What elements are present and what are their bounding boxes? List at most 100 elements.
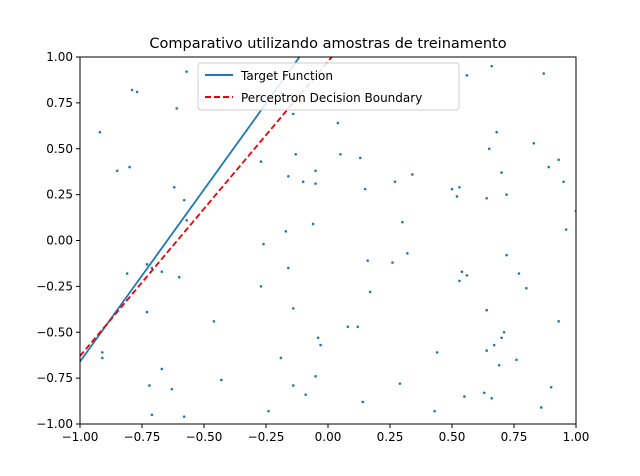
data-point (505, 193, 508, 196)
data-point (101, 351, 104, 354)
data-point (502, 330, 506, 334)
data-point (314, 374, 317, 378)
data-point (259, 285, 263, 288)
legend-label-perceptron: Perceptron Decision Boundary (241, 91, 422, 105)
data-point (490, 397, 493, 400)
y-tick-label: −1.00 (36, 417, 73, 431)
data-point (339, 152, 342, 156)
data-point (101, 356, 104, 360)
x-tick-label: −0.25 (248, 430, 285, 444)
data-point (433, 409, 436, 413)
data-point (564, 228, 568, 231)
data-point (177, 275, 181, 279)
data-point (532, 141, 536, 145)
data-point (145, 310, 149, 314)
data-point (284, 230, 288, 233)
x-axis-ticks: −1.00 −0.75 −0.50 −0.25 0.00 0.25 0.50 0.75 1.00 (62, 424, 590, 444)
data-point (557, 319, 560, 323)
data-point (287, 174, 290, 178)
data-point (485, 349, 489, 352)
y-tick-label: −0.75 (36, 371, 73, 385)
data-point (185, 219, 188, 222)
data-point (115, 169, 119, 173)
data-point (515, 358, 518, 362)
data-point (291, 112, 295, 116)
legend-label-target: Target Function (240, 69, 333, 83)
data-point (500, 171, 503, 174)
data-point (401, 220, 404, 224)
legend: Target Function Perceptron Decision Boun… (197, 62, 460, 111)
data-point (319, 343, 322, 347)
data-point (482, 391, 486, 395)
data-point (398, 382, 402, 385)
data-point (160, 367, 164, 371)
x-tick-label: −0.50 (186, 430, 223, 444)
data-point (366, 259, 369, 262)
legend-box (197, 62, 460, 111)
data-point (435, 351, 439, 354)
data-point (525, 286, 528, 290)
data-point (406, 252, 409, 255)
data-point (311, 222, 315, 226)
data-point (411, 173, 414, 176)
data-point (393, 180, 397, 184)
data-point (517, 272, 521, 275)
data-point (460, 270, 464, 273)
data-point (465, 74, 469, 77)
scatter-points (98, 64, 576, 418)
data-point (361, 400, 365, 404)
data-point (182, 415, 186, 418)
data-point (336, 121, 340, 125)
data-point (185, 70, 188, 73)
data-point (291, 384, 295, 387)
data-point (301, 180, 305, 184)
data-point (485, 308, 489, 312)
data-point (356, 325, 360, 329)
data-point (316, 336, 320, 340)
data-point (304, 393, 307, 396)
data-point (220, 378, 223, 382)
y-tick-label: 0.00 (46, 234, 73, 248)
data-point (458, 279, 461, 283)
y-axis-ticks: −1.00 −0.75 −0.50 −0.25 0.00 0.25 0.50 0.75 1.00 (36, 50, 80, 431)
y-tick-label: 0.75 (46, 96, 73, 110)
data-point (485, 196, 489, 200)
x-tick-label: 0.50 (439, 430, 466, 444)
data-point (363, 187, 367, 191)
data-point (128, 165, 131, 169)
data-point (160, 270, 164, 273)
x-tick-label: −0.75 (124, 430, 161, 444)
data-point (279, 356, 283, 360)
data-point (368, 290, 372, 294)
y-tick-label: −0.25 (36, 279, 73, 293)
data-point (497, 363, 501, 367)
data-point (450, 187, 454, 191)
data-point (262, 242, 265, 246)
data-point (391, 261, 394, 264)
data-point (557, 158, 560, 162)
data-point (314, 169, 317, 173)
data-point (463, 395, 466, 398)
data-point (259, 160, 263, 163)
x-tick-label: 0.75 (501, 430, 528, 444)
x-tick-label: −1.00 (62, 430, 99, 444)
data-point (267, 409, 270, 413)
chart-title: Comparativo utilizando amostras de trein… (149, 36, 506, 52)
data-point (458, 185, 461, 189)
y-tick-label: −0.50 (36, 325, 73, 339)
data-point (547, 165, 551, 169)
data-point (346, 325, 350, 329)
data-point (465, 274, 469, 277)
data-point (358, 156, 362, 160)
data-point (314, 182, 317, 185)
plot-area: −1.00 −0.75 −0.50 −0.25 0.00 0.25 0.50 0.75 1.00… (36, 50, 589, 444)
data-point (490, 64, 493, 68)
x-tick-label: 1.00 (563, 430, 590, 444)
plot-frame (79, 56, 577, 425)
data-point (562, 180, 565, 184)
data-point (212, 319, 216, 323)
x-tick-label: 0.25 (377, 430, 404, 444)
data-point (135, 90, 139, 94)
data-point (130, 88, 134, 92)
